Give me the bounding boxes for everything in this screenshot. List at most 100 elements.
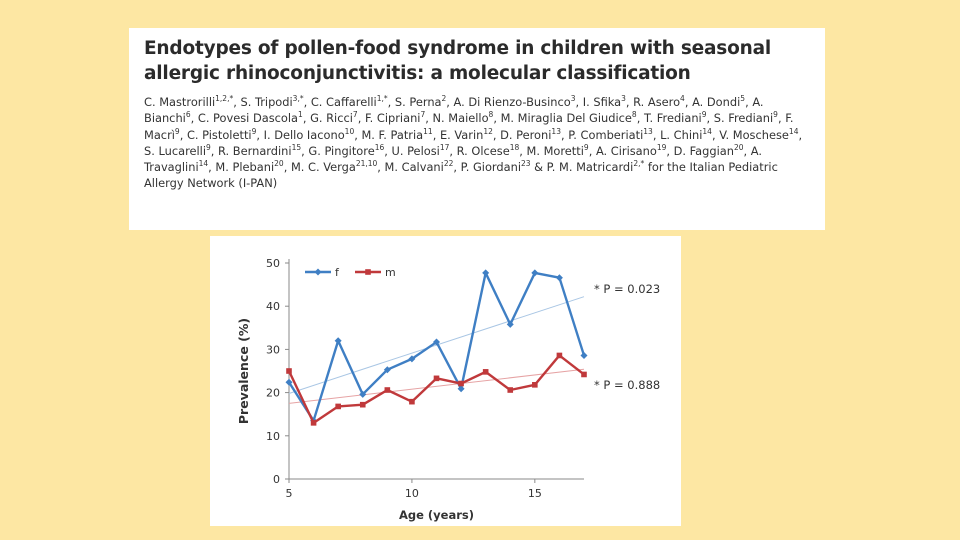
author: S. Lucarelli9 bbox=[144, 144, 211, 158]
paper-title: Endotypes of pollen-food syndrome in chi… bbox=[144, 38, 772, 84]
author-name: C. Pistoletti bbox=[186, 127, 252, 142]
author-affiliation: 14 bbox=[198, 159, 209, 169]
author: A. Dondi5 bbox=[692, 95, 745, 109]
data-point-f bbox=[555, 274, 563, 282]
data-point-f bbox=[433, 338, 440, 346]
author-name: I. Sfika bbox=[582, 95, 622, 109]
author: R. Asero4 bbox=[633, 95, 685, 109]
author-name: A. Bianchi bbox=[144, 95, 764, 126]
chart-svg: 0 10 20 30 40 50 5 10 15 Age (years) Prevalence (%… bbox=[236, 257, 660, 522]
author-name: U. Pelosi bbox=[391, 143, 440, 158]
author: U. Pelosi17 bbox=[392, 144, 450, 158]
author: C. Mastrorilli1,2,* bbox=[144, 95, 233, 109]
author-name: A. Dondi bbox=[692, 95, 741, 109]
data-point-m bbox=[286, 368, 292, 374]
author-name: F. Macrì bbox=[144, 111, 794, 142]
data-point-m bbox=[384, 387, 391, 393]
author-affiliation: 2 bbox=[441, 94, 447, 104]
paper-header: Endotypes of pollen-food syndrome in chi… bbox=[129, 28, 825, 230]
x-tick-label: 10 bbox=[405, 487, 419, 500]
author-name: M. C. Verga bbox=[290, 160, 356, 175]
author-affiliation: 10 bbox=[344, 126, 355, 136]
data-point-f bbox=[334, 337, 342, 345]
author: V. Moschese14 bbox=[719, 128, 798, 142]
author-affiliation: 13 bbox=[551, 126, 561, 136]
author: A. Cirisano19 bbox=[596, 144, 666, 158]
author-name: M. F. Patria bbox=[361, 127, 424, 142]
author-name: A. Cirisano bbox=[595, 143, 657, 158]
author: M. F. Patria11 bbox=[361, 128, 432, 142]
author-name: D. Faggian bbox=[673, 143, 734, 158]
x-tick-label: 15 bbox=[528, 487, 542, 500]
author-name: D. Peroni bbox=[500, 127, 552, 142]
author: S. Tripodi3,* bbox=[240, 95, 303, 109]
author: G. Ricci7 bbox=[310, 111, 358, 125]
author-affiliation: 14 bbox=[702, 126, 712, 136]
author-affiliation: 7 bbox=[352, 110, 358, 120]
author-affiliation: 9 bbox=[701, 110, 707, 120]
author-affiliation: 1,2,* bbox=[215, 94, 234, 104]
author-name: C. Caffarelli bbox=[310, 95, 377, 109]
author-affiliation: 21,10 bbox=[355, 159, 378, 169]
author: S. Perna2 bbox=[395, 95, 446, 109]
data-point-m bbox=[335, 403, 341, 410]
data-point-m bbox=[310, 420, 317, 426]
trendline-m bbox=[288, 368, 585, 404]
author-affiliation: 15 bbox=[291, 143, 302, 153]
author: L. Chini14 bbox=[660, 128, 712, 142]
author: C. Caffarelli1,* bbox=[311, 95, 388, 109]
author-affiliation: 14 bbox=[788, 126, 799, 136]
data-point-f bbox=[285, 378, 293, 386]
y-tick-label: 0 bbox=[273, 473, 280, 486]
author-affiliation: 2,* bbox=[633, 159, 645, 169]
author-name: I. Dello Iacono bbox=[263, 127, 345, 142]
author-affiliation: 9 bbox=[206, 143, 211, 153]
author-name: M. Moretti bbox=[526, 143, 584, 158]
author: N. Maiello8 bbox=[433, 111, 494, 125]
author: D. Peroni13 bbox=[500, 128, 561, 142]
data-point-m bbox=[482, 369, 489, 375]
author-affiliation: 9 bbox=[583, 143, 589, 153]
author-affiliation: 6 bbox=[185, 110, 191, 120]
author: M. Moretti9 bbox=[527, 144, 589, 158]
series-line-m bbox=[287, 354, 585, 425]
author-name: P. Comberiati bbox=[568, 127, 644, 142]
author-affiliation: 20 bbox=[274, 159, 284, 169]
author: I. Sfika3 bbox=[583, 95, 626, 109]
author-name: R. Asero bbox=[633, 95, 681, 109]
author-name: R. Bernardini bbox=[218, 143, 292, 158]
author-name: G. Pingitore bbox=[308, 143, 375, 158]
author-affiliation: 13 bbox=[643, 126, 653, 136]
author: M. C. Verga21,10 bbox=[291, 160, 377, 174]
data-point-m bbox=[581, 371, 587, 378]
author-name: R. Olcese bbox=[456, 143, 510, 158]
data-point-f bbox=[457, 385, 465, 393]
author-affiliation: 23 bbox=[521, 159, 531, 169]
author-affiliation: 4 bbox=[680, 94, 685, 104]
author-name: C. Mastrorilli bbox=[144, 95, 216, 109]
author-name: A. Di Rienzo-Businco bbox=[453, 95, 571, 109]
author-suffix: for the Italian Pediatric Allergy Networ… bbox=[144, 160, 778, 191]
author-affiliation: 20 bbox=[733, 143, 744, 153]
author-name: E. Varin bbox=[439, 127, 484, 142]
y-tick-label: 50 bbox=[266, 257, 280, 270]
author-affiliation: 12 bbox=[483, 126, 493, 136]
author-name: M. Miraglia Del Giudice bbox=[500, 111, 632, 126]
author-name: M. Plebani bbox=[215, 160, 275, 175]
author-name: P. Giordani bbox=[460, 160, 521, 175]
author-name: S. Perna bbox=[394, 95, 442, 109]
author: P. Comberiati13 bbox=[568, 128, 653, 142]
author-affiliation: 1 bbox=[298, 110, 303, 120]
author: A. Di Rienzo-Businco3 bbox=[454, 95, 576, 109]
author-name: L. Chini bbox=[660, 127, 703, 142]
author: R. Bernardini15 bbox=[218, 144, 301, 158]
author-name: F. Cipriani bbox=[364, 111, 421, 126]
author-list: C. Mastrorilli1,2,*, S. Tripodi3,*, C. C… bbox=[144, 94, 803, 191]
author-affiliation: 11 bbox=[423, 126, 433, 136]
data-point-f bbox=[531, 269, 539, 277]
author-affiliation: 1,* bbox=[376, 94, 388, 104]
data-point-f bbox=[383, 366, 391, 374]
author-affiliation: 18 bbox=[509, 143, 520, 153]
author: P. M. Matricardi2,* bbox=[547, 160, 645, 174]
y-tick-label: 40 bbox=[266, 300, 280, 313]
